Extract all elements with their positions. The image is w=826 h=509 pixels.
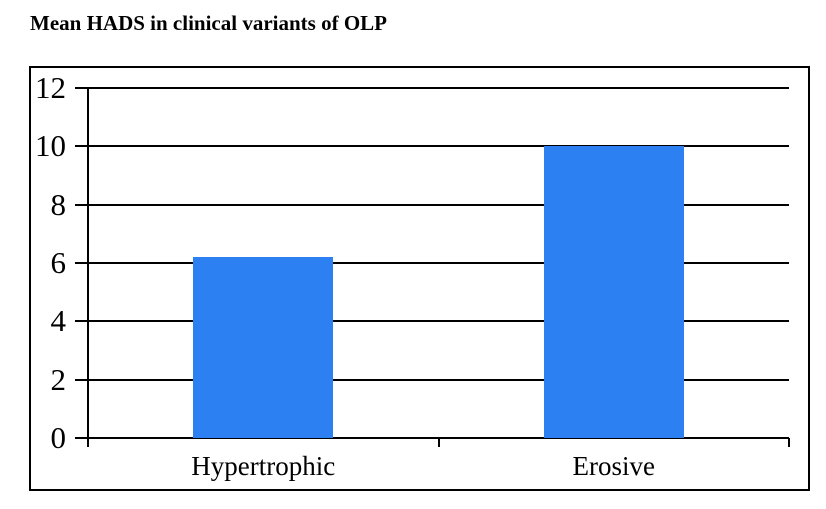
y-axis-label: 8: [50, 186, 67, 222]
y-axis-tick: [75, 145, 88, 148]
plot-area: 0 2 4 6 8 10 12 Hypertrophic Erosive: [29, 66, 810, 491]
bar-hypertrophic: [193, 257, 334, 438]
gridline: [88, 262, 789, 264]
y-axis-label: 2: [50, 361, 67, 397]
y-axis-tick: [75, 378, 88, 381]
gridline: [88, 145, 789, 148]
y-axis-label: 10: [35, 128, 66, 164]
y-axis-tick: [75, 203, 88, 206]
y-axis-tick: [75, 320, 88, 323]
gridline: [88, 378, 789, 381]
category-label-erosive: Erosive: [572, 451, 655, 481]
y-axis-label: 12: [35, 70, 66, 105]
x-axis-tick: [437, 438, 440, 447]
y-axis-label: 4: [50, 303, 67, 339]
y-axis-label: 0: [50, 420, 67, 455]
y-axis-tick: [75, 87, 88, 89]
x-axis-tick: [788, 438, 790, 447]
gridline: [88, 320, 789, 323]
gridline: [88, 203, 789, 206]
y-axis-label: 6: [50, 245, 67, 280]
bar-erosive: [543, 146, 684, 438]
gridline: [88, 87, 789, 89]
y-axis-tick: [75, 262, 88, 264]
y-axis-tick: [75, 437, 88, 439]
category-label-hypertrophic: Hypertrophic: [191, 451, 336, 481]
chart-title: Mean HADS in clinical variants of OLP: [30, 11, 387, 35]
y-axis-line: [87, 88, 89, 447]
